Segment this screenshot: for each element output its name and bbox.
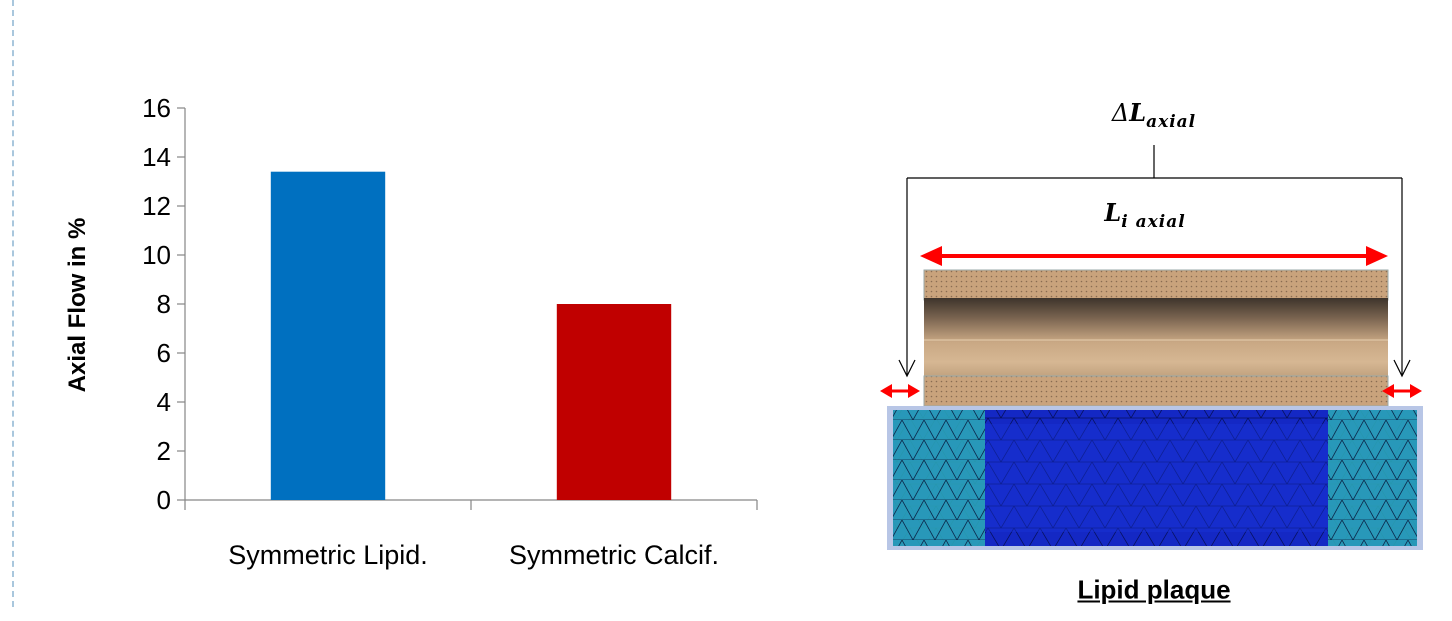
mesh-left-end [893,410,985,546]
left-gap-arrow-head-right [908,384,920,398]
y-tick-label: 2 [157,436,171,466]
y-tick-label: 0 [157,485,171,515]
plaque-top-hatch [923,269,1389,301]
delta-l-letter: L [1129,98,1147,127]
li-l-letter: L [1104,198,1122,227]
li-arrow-right-head [1366,246,1388,266]
li-axial-label: Li axial [1104,198,1185,232]
y-tick-label: 4 [157,387,171,417]
mesh-right-end [1328,410,1417,546]
delta-right-arrowhead [1393,359,1411,378]
x-category-label: Symmetric Lipid. [228,540,428,570]
y-tick-label: 12 [142,191,171,221]
left-gap-arrow-head-left [880,384,892,398]
plaque-bottom-hatch [923,375,1389,407]
plaque-figure [880,145,1423,550]
y-axis-label: Axial Flow in % [64,217,91,393]
mesh-lumen [985,424,1328,532]
y-tick-label: 16 [142,93,171,123]
bar-chart: 0 2 4 6 8 10 12 14 16 Symmetric Lipid. Symmetric C… [142,93,758,570]
bar [556,304,672,500]
delta-subscript: axial [1146,112,1197,132]
y-tick-label: 8 [157,289,171,319]
x-category-label: Symmetric Calcif. [509,540,719,570]
li-arrow-left-head [920,246,942,266]
right-gap-arrow-head-left [1382,384,1394,398]
plaque-body [924,298,1388,378]
bar [270,171,386,500]
delta-l-axial-label: ΔLaxial [1112,98,1196,132]
y-tick-label: 6 [157,338,171,368]
y-tick-label: 10 [142,240,171,270]
li-subscript: i axial [1121,212,1186,232]
right-gap-arrow-head-right [1410,384,1422,398]
delta-symbol: Δ [1111,99,1130,127]
figure-caption: Lipid plaque [1077,574,1231,605]
slide-border [12,0,14,607]
y-tick-label: 14 [142,142,171,172]
delta-left-arrowhead [898,359,916,378]
